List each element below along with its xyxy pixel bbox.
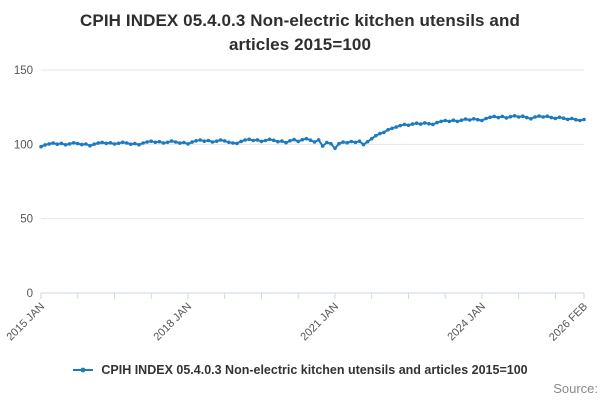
legend-line-icon (73, 367, 94, 373)
y-axis-tick-label: 100 (14, 139, 33, 151)
x-axis-tick-label: 2018 JAN (151, 301, 194, 344)
legend-label: CPIH INDEX 05.4.0.3 Non-electric kitchen… (101, 363, 528, 377)
x-axis-tick-label: 2021 JAN (298, 301, 341, 344)
x-axis-tick-label: 2015 JAN (4, 301, 47, 344)
x-axis-tick-label: 2024 JAN (445, 301, 488, 344)
chart-title-line2: articles 2015=100 (228, 35, 372, 54)
chart-title-line1: CPIH INDEX 05.4.0.3 Non-electric kitchen… (80, 11, 520, 30)
y-axis-tick-label: 150 (14, 65, 33, 77)
chart-title: CPIH INDEX 05.4.0.3 Non-electric kitchen… (0, 9, 600, 57)
series-cpih-index[interactable] (39, 114, 586, 151)
source-label: Source: (553, 381, 598, 396)
legend[interactable]: CPIH INDEX 05.4.0.3 Non-electric kitchen… (0, 363, 600, 377)
y-axis-tick-label: 0 (27, 288, 33, 300)
line-chart-plot: 0 50 100 150 2015 JAN 2018 JAN 2021 JAN 2024 JA… (4, 65, 590, 344)
x-axis-tick-label: 2026 FEB (547, 301, 590, 344)
y-axis-tick-label: 50 (20, 214, 33, 226)
